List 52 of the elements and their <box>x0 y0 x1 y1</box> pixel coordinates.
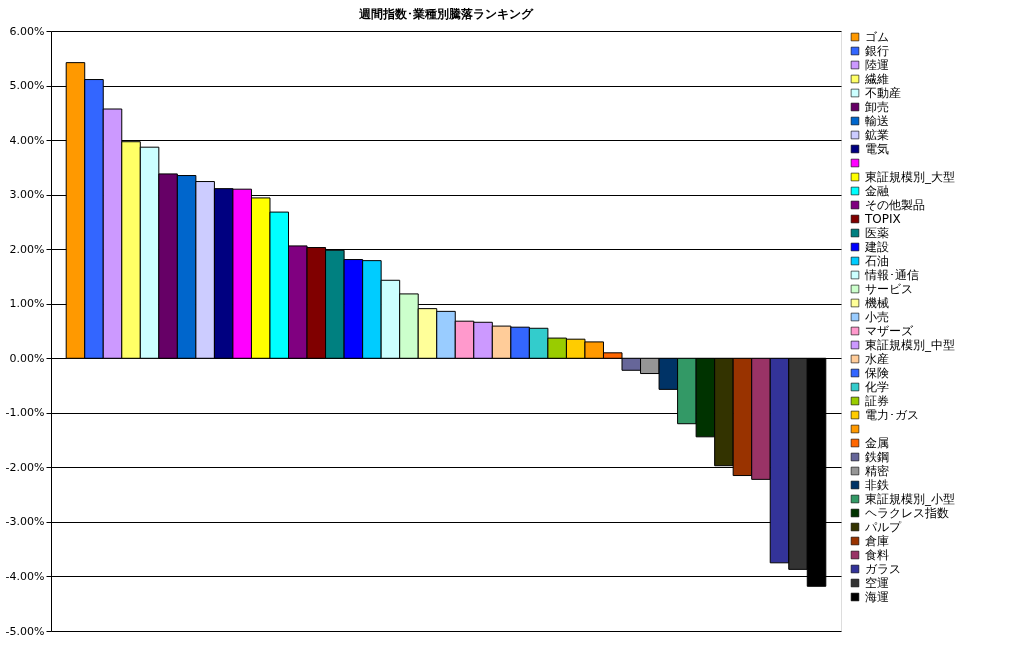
legend-label: 証券 <box>865 394 889 408</box>
legend-label: その他製品 <box>865 198 925 212</box>
legend-label: 機械 <box>865 296 889 310</box>
legend-label: 金融 <box>865 184 889 198</box>
chart-title: 週間指数･業種別騰落ランキング <box>358 7 534 21</box>
legend-label: TOPIX <box>864 212 901 226</box>
legend-label: 化学 <box>865 380 889 394</box>
legend-label: パルプ <box>864 520 902 534</box>
y-tick-label: -2.00% <box>5 460 45 474</box>
legend-label: 保険 <box>865 366 889 380</box>
y-tick-label: -1.00% <box>5 406 45 420</box>
legend-label: 小売 <box>865 310 889 324</box>
legend-label: 倉庫 <box>865 534 889 548</box>
y-tick-label: 2.00% <box>9 242 45 256</box>
legend-label: ガラス <box>865 562 901 576</box>
legend-label: 食料 <box>865 548 889 562</box>
legend-label: 銀行 <box>865 44 889 58</box>
y-tick-label: -5.00% <box>5 624 45 638</box>
y-tick-label: 3.00% <box>9 188 45 202</box>
legend-label: 鉱業 <box>865 128 889 142</box>
legend-label: 電気 <box>865 142 889 156</box>
legend-label: 陸運 <box>865 58 889 72</box>
legend-label: サービス <box>865 282 913 296</box>
legend-label: 精密 <box>865 464 889 478</box>
legend-label: 水産 <box>865 352 889 366</box>
legend-label: 卸売 <box>865 100 889 114</box>
legend-label: ゴム <box>865 30 889 44</box>
legend-label: 東証規模別_大型 <box>865 170 955 184</box>
legend-label: 非鉄 <box>865 478 889 492</box>
y-tick-label: -4.00% <box>5 569 45 583</box>
legend-label: 医薬 <box>865 226 889 240</box>
legend-label: 輸送 <box>865 114 889 128</box>
legend-label: 東証規模別_小型 <box>865 492 955 506</box>
y-tick-label: 4.00% <box>9 133 45 147</box>
legend-label: 海運 <box>865 590 889 604</box>
legend-label: 情報･通信 <box>864 268 919 282</box>
legend-label: 石油 <box>865 254 889 268</box>
legend-label: 電力･ガス <box>865 408 919 422</box>
legend-label: 金属 <box>865 436 889 450</box>
y-tick-label: 0.00% <box>9 351 45 365</box>
y-tick-label: 5.00% <box>9 79 45 93</box>
y-tick-label: 1.00% <box>9 297 45 311</box>
legend-label: 建設 <box>864 240 889 254</box>
legend-label: 鉄鋼 <box>865 450 889 464</box>
legend-label: 東証規模別_中型 <box>865 338 955 352</box>
legend-label: ヘラクレス指数 <box>865 506 949 520</box>
legend-label: マザーズ <box>865 324 914 338</box>
y-tick-label: -3.00% <box>5 515 45 529</box>
legend-label: 繊維 <box>864 72 889 86</box>
legend-label: 不動産 <box>865 86 901 100</box>
legend-label: 空運 <box>865 576 889 590</box>
y-tick-label: 6.00% <box>9 24 45 38</box>
